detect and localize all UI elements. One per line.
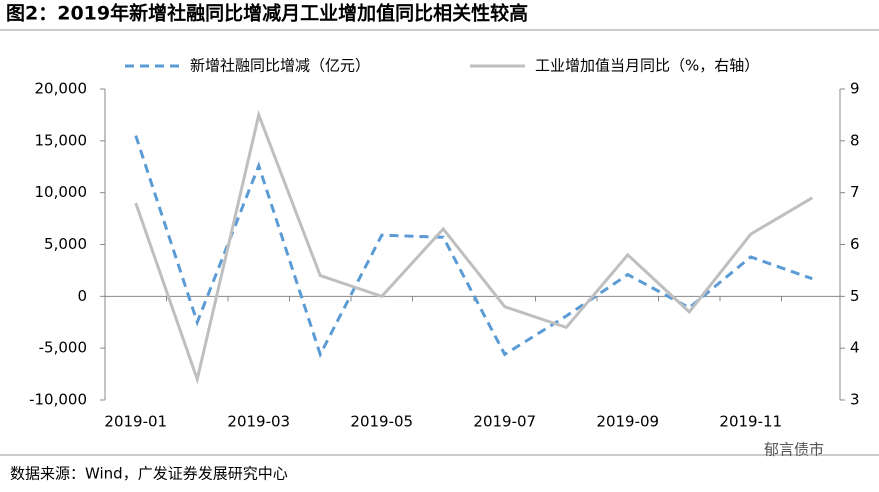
y-tick-label: 15,000 <box>35 131 88 149</box>
watermark: 郁言债市 <box>764 441 824 459</box>
series-line <box>134 109 814 385</box>
x-tick-label: 2019-07 <box>473 413 536 431</box>
y2-tick-label: 4 <box>850 339 860 357</box>
x-tick-label: 2019-03 <box>227 413 290 431</box>
y-tick-label: 5,000 <box>44 235 87 253</box>
x-tick-label: 2019-09 <box>596 413 659 431</box>
x-tick-label: 2019-11 <box>719 413 782 431</box>
y-tick-label: 0 <box>77 287 87 305</box>
chart-title: 图2：2019年新增社融同比增减月工业增加值同比相关性较高 <box>6 2 528 25</box>
y-tick-label: -5,000 <box>39 339 87 357</box>
y2-tick-label: 9 <box>850 80 860 98</box>
y2-tick-label: 7 <box>850 183 860 201</box>
series-line <box>134 135 813 359</box>
y-tick-label: 20,000 <box>35 80 88 98</box>
x-tick-label: 2019-05 <box>350 413 413 431</box>
y2-tick-label: 6 <box>850 235 860 253</box>
y-tick-label: 10,000 <box>35 183 88 201</box>
x-tick-label: 2019-01 <box>104 413 167 431</box>
y-tick-label: -10,000 <box>29 391 87 409</box>
legend-label: 工业增加值当月同比（%，右轴） <box>535 57 759 75</box>
y2-tick-label: 8 <box>850 131 860 149</box>
legend-label: 新增社融同比增减（亿元） <box>190 57 370 75</box>
y2-tick-label: 5 <box>850 287 860 305</box>
source-note: 数据来源：Wind，广发证券发展研究中心 <box>10 465 288 483</box>
y2-tick-label: 3 <box>850 391 860 409</box>
